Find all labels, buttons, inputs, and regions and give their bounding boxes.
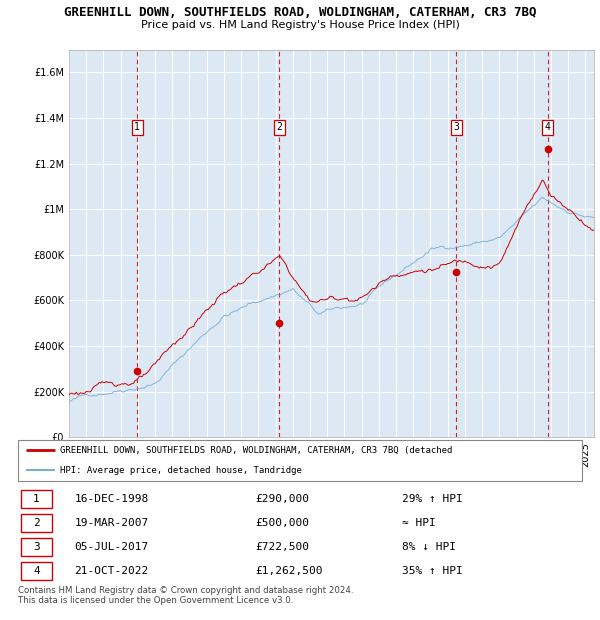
Text: 1: 1 — [33, 494, 40, 503]
Text: Contains HM Land Registry data © Crown copyright and database right 2024.
This d: Contains HM Land Registry data © Crown c… — [18, 586, 353, 605]
Text: 3: 3 — [33, 542, 40, 552]
Text: ≈ HPI: ≈ HPI — [401, 518, 435, 528]
Text: 05-JUL-2017: 05-JUL-2017 — [74, 542, 149, 552]
Text: 4: 4 — [33, 566, 40, 576]
Text: 8% ↓ HPI: 8% ↓ HPI — [401, 542, 455, 552]
Text: GREENHILL DOWN, SOUTHFIELDS ROAD, WOLDINGHAM, CATERHAM, CR3 7BQ: GREENHILL DOWN, SOUTHFIELDS ROAD, WOLDIN… — [64, 6, 536, 19]
Text: 19-MAR-2007: 19-MAR-2007 — [74, 518, 149, 528]
Text: 1: 1 — [134, 122, 140, 132]
Text: GREENHILL DOWN, SOUTHFIELDS ROAD, WOLDINGHAM, CATERHAM, CR3 7BQ (detached: GREENHILL DOWN, SOUTHFIELDS ROAD, WOLDIN… — [60, 446, 452, 455]
Text: £722,500: £722,500 — [255, 542, 309, 552]
Text: Price paid vs. HM Land Registry's House Price Index (HPI): Price paid vs. HM Land Registry's House … — [140, 20, 460, 30]
FancyBboxPatch shape — [18, 440, 582, 480]
Text: £290,000: £290,000 — [255, 494, 309, 503]
Text: 21-OCT-2022: 21-OCT-2022 — [74, 566, 149, 576]
FancyBboxPatch shape — [21, 538, 52, 556]
FancyBboxPatch shape — [21, 490, 52, 508]
Text: 4: 4 — [545, 122, 550, 132]
FancyBboxPatch shape — [21, 562, 52, 580]
Text: 2: 2 — [276, 122, 282, 132]
Text: 3: 3 — [454, 122, 460, 132]
Text: 35% ↑ HPI: 35% ↑ HPI — [401, 566, 462, 576]
FancyBboxPatch shape — [21, 513, 52, 532]
Text: £500,000: £500,000 — [255, 518, 309, 528]
Text: 16-DEC-1998: 16-DEC-1998 — [74, 494, 149, 503]
Text: HPI: Average price, detached house, Tandridge: HPI: Average price, detached house, Tand… — [60, 466, 302, 475]
Text: £1,262,500: £1,262,500 — [255, 566, 322, 576]
Text: 2: 2 — [33, 518, 40, 528]
Text: 29% ↑ HPI: 29% ↑ HPI — [401, 494, 462, 503]
